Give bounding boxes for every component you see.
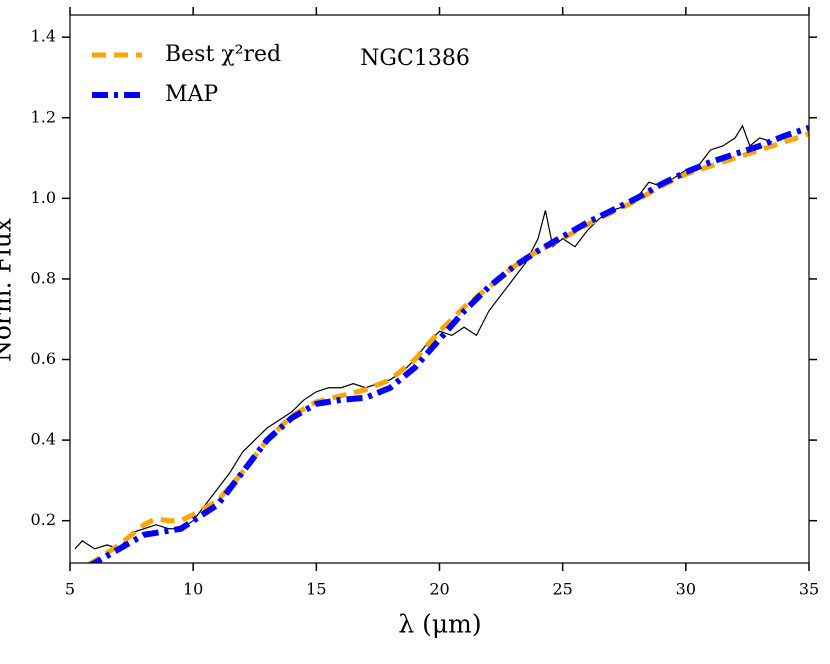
x-axis-label: λ (μm)	[398, 610, 481, 639]
y-tick-label: 0.6	[31, 349, 56, 368]
x-tick-label: 30	[676, 580, 696, 599]
x-tick-label: 10	[183, 580, 203, 599]
y-tick-label: 0.4	[31, 430, 56, 449]
y-axis-label: Norm. Flux	[0, 218, 17, 362]
x-tick-label: 25	[552, 580, 572, 599]
y-tick-label: 1.4	[31, 27, 56, 46]
series-line	[86, 131, 809, 563]
series-line	[88, 124, 809, 563]
legend-label: Best χ²red	[165, 42, 281, 67]
annotation: NGC1386	[360, 46, 470, 71]
y-tick-label: 0.2	[31, 510, 56, 529]
y-tick-label: 1.2	[31, 107, 56, 126]
x-tick-label: 20	[429, 580, 449, 599]
x-tick-label: 5	[65, 580, 75, 599]
series-line	[74, 124, 773, 550]
legend-label: MAP	[165, 82, 218, 107]
x-tick-label: 35	[799, 580, 819, 599]
x-tick-label: 15	[306, 580, 326, 599]
y-tick-label: 1.0	[31, 188, 56, 207]
y-tick-label: 0.8	[31, 268, 56, 287]
